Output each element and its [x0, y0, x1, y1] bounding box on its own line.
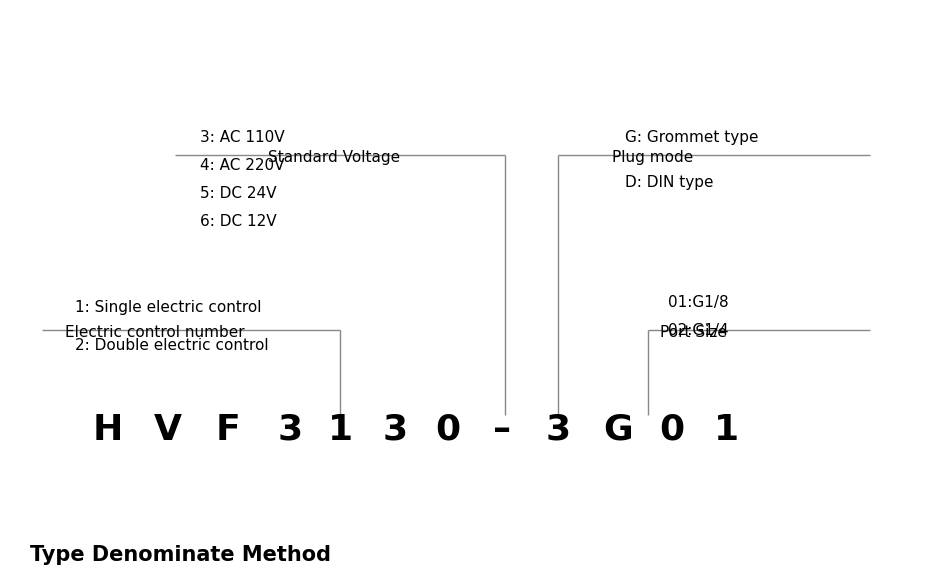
Text: –: –: [493, 413, 511, 447]
Text: Electric control number: Electric control number: [65, 325, 245, 340]
Text: 1: 1: [328, 413, 352, 447]
Text: 3: 3: [545, 413, 571, 447]
Text: Standard Voltage: Standard Voltage: [268, 150, 400, 165]
Text: Plug mode: Plug mode: [612, 150, 693, 165]
Text: 0: 0: [435, 413, 460, 447]
Text: D: DIN type: D: DIN type: [625, 175, 714, 190]
Text: G: Grommet type: G: Grommet type: [625, 130, 758, 145]
Text: G: G: [603, 413, 633, 447]
Text: V: V: [154, 413, 182, 447]
Text: 3: AC 110V: 3: AC 110V: [200, 130, 285, 145]
Text: 3: 3: [277, 413, 303, 447]
Text: 01:G1/8: 01:G1/8: [668, 295, 729, 310]
Text: 0: 0: [659, 413, 685, 447]
Text: 6: DC 12V: 6: DC 12V: [200, 214, 276, 229]
Text: 02:G1/4: 02:G1/4: [668, 323, 729, 338]
Text: 3: 3: [382, 413, 407, 447]
Text: 2: Double electric control: 2: Double electric control: [75, 338, 269, 353]
Text: 5: DC 24V: 5: DC 24V: [200, 186, 276, 201]
Text: 1: 1: [714, 413, 739, 447]
Text: F: F: [216, 413, 240, 447]
Text: 1: Single electric control: 1: Single electric control: [75, 300, 262, 315]
Text: Port Size: Port Size: [660, 325, 727, 340]
Text: 4: AC 220V: 4: AC 220V: [200, 158, 285, 173]
Text: Type Denominate Method: Type Denominate Method: [30, 545, 331, 565]
Text: H: H: [92, 413, 123, 447]
